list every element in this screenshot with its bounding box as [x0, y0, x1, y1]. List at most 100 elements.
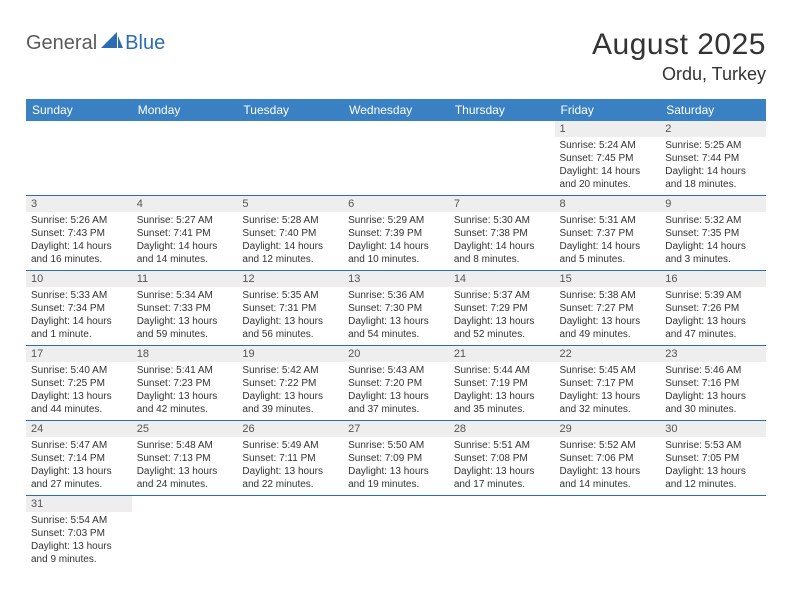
day-details: Sunrise: 5:46 AMSunset: 7:16 PMDaylight:… [660, 362, 766, 420]
day-detail-line: and 47 minutes. [665, 328, 761, 341]
calendar-day-cell: 16Sunrise: 5:39 AMSunset: 7:26 PMDayligh… [660, 271, 766, 346]
day-number: 10 [26, 271, 132, 287]
day-detail-line: Sunset: 7:16 PM [665, 377, 761, 390]
day-detail-line: Sunrise: 5:32 AM [665, 214, 761, 227]
day-detail-line: Sunrise: 5:48 AM [137, 439, 233, 452]
day-detail-line: Daylight: 13 hours [560, 390, 656, 403]
day-number: 9 [660, 196, 766, 212]
calendar-week-row: 10Sunrise: 5:33 AMSunset: 7:34 PMDayligh… [26, 271, 766, 346]
calendar-day-cell [555, 496, 661, 571]
day-number: 25 [132, 421, 238, 437]
day-detail-line: Daylight: 13 hours [137, 390, 233, 403]
day-number: 30 [660, 421, 766, 437]
day-details: Sunrise: 5:48 AMSunset: 7:13 PMDaylight:… [132, 437, 238, 495]
day-detail-line: and 27 minutes. [31, 478, 127, 491]
weekday-header: Wednesday [343, 99, 449, 121]
calendar-day-cell: 28Sunrise: 5:51 AMSunset: 7:08 PMDayligh… [449, 421, 555, 496]
day-number: 5 [237, 196, 343, 212]
calendar-day-cell: 14Sunrise: 5:37 AMSunset: 7:29 PMDayligh… [449, 271, 555, 346]
day-detail-line: Sunset: 7:17 PM [560, 377, 656, 390]
calendar-day-cell: 1Sunrise: 5:24 AMSunset: 7:45 PMDaylight… [555, 121, 661, 196]
day-detail-line: Daylight: 13 hours [454, 465, 550, 478]
day-number: 20 [343, 346, 449, 362]
day-detail-line: Sunrise: 5:35 AM [242, 289, 338, 302]
day-detail-line: Sunset: 7:19 PM [454, 377, 550, 390]
logo: General Blue [26, 32, 165, 55]
day-number: 19 [237, 346, 343, 362]
day-details: Sunrise: 5:33 AMSunset: 7:34 PMDaylight:… [26, 287, 132, 345]
calendar-day-cell: 22Sunrise: 5:45 AMSunset: 7:17 PMDayligh… [555, 346, 661, 421]
day-details: Sunrise: 5:41 AMSunset: 7:23 PMDaylight:… [132, 362, 238, 420]
day-detail-line: Sunrise: 5:47 AM [31, 439, 127, 452]
day-number: 14 [449, 271, 555, 287]
day-details: Sunrise: 5:24 AMSunset: 7:45 PMDaylight:… [555, 137, 661, 195]
calendar-week-row: 31Sunrise: 5:54 AMSunset: 7:03 PMDayligh… [26, 496, 766, 571]
calendar-week-row: 17Sunrise: 5:40 AMSunset: 7:25 PMDayligh… [26, 346, 766, 421]
day-detail-line: Sunrise: 5:54 AM [31, 514, 127, 527]
day-detail-line: Daylight: 13 hours [348, 465, 444, 478]
day-detail-line: Daylight: 14 hours [560, 240, 656, 253]
day-detail-line: and 20 minutes. [560, 178, 656, 191]
day-details: Sunrise: 5:50 AMSunset: 7:09 PMDaylight:… [343, 437, 449, 495]
day-detail-line: and 19 minutes. [348, 478, 444, 491]
day-details: Sunrise: 5:26 AMSunset: 7:43 PMDaylight:… [26, 212, 132, 270]
day-detail-line: and 8 minutes. [454, 253, 550, 266]
day-number: 15 [555, 271, 661, 287]
day-detail-line: and 12 minutes. [665, 478, 761, 491]
calendar-day-cell: 4Sunrise: 5:27 AMSunset: 7:41 PMDaylight… [132, 196, 238, 271]
calendar-day-cell: 5Sunrise: 5:28 AMSunset: 7:40 PMDaylight… [237, 196, 343, 271]
day-number: 29 [555, 421, 661, 437]
calendar-table: Sunday Monday Tuesday Wednesday Thursday… [26, 99, 766, 570]
calendar-day-cell: 19Sunrise: 5:42 AMSunset: 7:22 PMDayligh… [237, 346, 343, 421]
day-detail-line: Sunrise: 5:46 AM [665, 364, 761, 377]
weekday-header: Monday [132, 99, 238, 121]
day-detail-line: and 42 minutes. [137, 403, 233, 416]
day-detail-line: Sunrise: 5:31 AM [560, 214, 656, 227]
weekday-header-row: Sunday Monday Tuesday Wednesday Thursday… [26, 99, 766, 121]
calendar-day-cell [132, 496, 238, 571]
day-details: Sunrise: 5:49 AMSunset: 7:11 PMDaylight:… [237, 437, 343, 495]
calendar-day-cell [343, 121, 449, 196]
day-number: 11 [132, 271, 238, 287]
day-details: Sunrise: 5:53 AMSunset: 7:05 PMDaylight:… [660, 437, 766, 495]
day-detail-line: Daylight: 13 hours [560, 315, 656, 328]
day-number: 23 [660, 346, 766, 362]
day-detail-line: Daylight: 13 hours [242, 390, 338, 403]
day-details: Sunrise: 5:29 AMSunset: 7:39 PMDaylight:… [343, 212, 449, 270]
day-number: 4 [132, 196, 238, 212]
day-number: 8 [555, 196, 661, 212]
day-number: 12 [237, 271, 343, 287]
day-detail-line: and 14 minutes. [560, 478, 656, 491]
day-detail-line: Daylight: 14 hours [665, 165, 761, 178]
day-details: Sunrise: 5:44 AMSunset: 7:19 PMDaylight:… [449, 362, 555, 420]
calendar-day-cell [660, 496, 766, 571]
day-detail-line: Sunset: 7:43 PM [31, 227, 127, 240]
day-detail-line: Sunset: 7:14 PM [31, 452, 127, 465]
day-detail-line: Daylight: 13 hours [31, 540, 127, 553]
calendar-day-cell: 7Sunrise: 5:30 AMSunset: 7:38 PMDaylight… [449, 196, 555, 271]
calendar-day-cell: 8Sunrise: 5:31 AMSunset: 7:37 PMDaylight… [555, 196, 661, 271]
day-number: 7 [449, 196, 555, 212]
day-detail-line: and 44 minutes. [31, 403, 127, 416]
day-detail-line: Sunrise: 5:52 AM [560, 439, 656, 452]
day-detail-line: and 12 minutes. [242, 253, 338, 266]
day-detail-line: Sunset: 7:09 PM [348, 452, 444, 465]
day-detail-line: Sunset: 7:06 PM [560, 452, 656, 465]
calendar-day-cell: 18Sunrise: 5:41 AMSunset: 7:23 PMDayligh… [132, 346, 238, 421]
day-detail-line: and 39 minutes. [242, 403, 338, 416]
day-detail-line: and 54 minutes. [348, 328, 444, 341]
calendar-day-cell: 10Sunrise: 5:33 AMSunset: 7:34 PMDayligh… [26, 271, 132, 346]
day-detail-line: Sunrise: 5:43 AM [348, 364, 444, 377]
day-detail-line: Sunrise: 5:25 AM [665, 139, 761, 152]
day-detail-line: Sunrise: 5:28 AM [242, 214, 338, 227]
day-detail-line: Daylight: 13 hours [665, 465, 761, 478]
day-details: Sunrise: 5:27 AMSunset: 7:41 PMDaylight:… [132, 212, 238, 270]
day-detail-line: Sunset: 7:13 PM [137, 452, 233, 465]
day-number: 22 [555, 346, 661, 362]
day-detail-line: and 56 minutes. [242, 328, 338, 341]
weekday-header: Saturday [660, 99, 766, 121]
day-detail-line: Daylight: 13 hours [31, 390, 127, 403]
day-details: Sunrise: 5:52 AMSunset: 7:06 PMDaylight:… [555, 437, 661, 495]
day-detail-line: Daylight: 13 hours [348, 315, 444, 328]
day-detail-line: Daylight: 14 hours [348, 240, 444, 253]
